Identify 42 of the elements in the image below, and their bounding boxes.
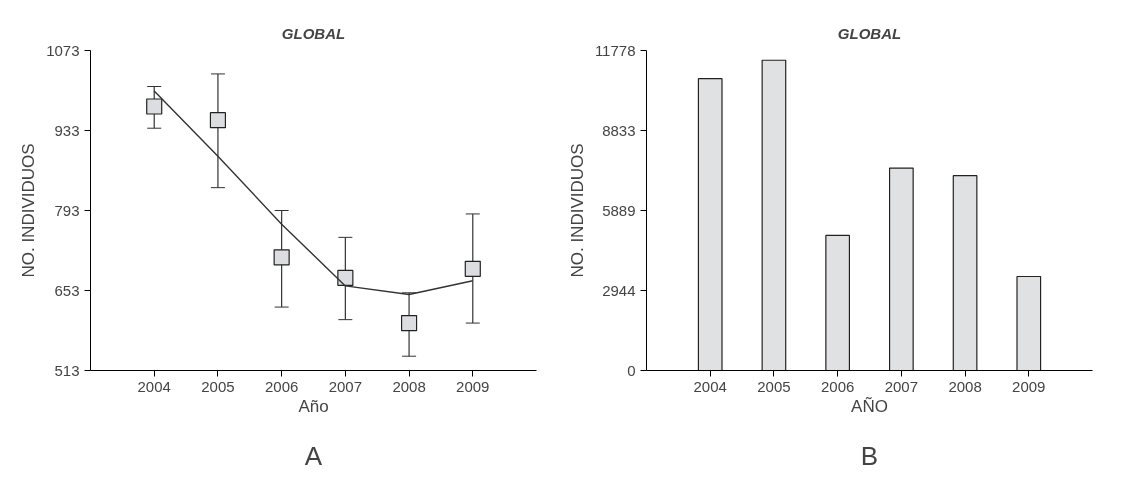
x-tick-label: 2006 <box>820 377 855 395</box>
chart-title: GLOBAL <box>281 24 346 42</box>
y-tick-label: 933 <box>54 121 80 139</box>
y-axis-title: NO. INDIVIDUOS <box>567 143 587 278</box>
bar <box>952 175 978 371</box>
bar <box>825 234 851 371</box>
text: B <box>860 440 879 471</box>
y-tick-label: 5889 <box>602 201 636 219</box>
x-tick-label: 2009 <box>456 377 490 395</box>
point <box>337 269 354 287</box>
x-axis-title: AÑO <box>851 396 888 416</box>
y-tick-label: 2944 <box>602 281 636 299</box>
point <box>400 314 418 332</box>
x-tick-label: 2007 <box>884 377 919 395</box>
y-tick-label: 653 <box>54 281 80 299</box>
y-tick-label: 11778 <box>594 41 636 59</box>
x-tick-label: 2006 <box>264 377 299 395</box>
y-tick-label: 793 <box>54 201 80 219</box>
y-tick-label: 1073 <box>46 41 80 59</box>
text: A <box>304 440 323 471</box>
bar <box>697 78 723 371</box>
y-tick-label: 8833 <box>602 121 636 139</box>
bar <box>1016 275 1042 371</box>
x-tick-label: 2008 <box>392 377 426 395</box>
point <box>209 112 227 129</box>
x-tick-label: 2009 <box>1012 377 1046 395</box>
x-tick-label: 2008 <box>948 377 982 395</box>
y-axis-title: NO. INDIVIDUOS <box>19 143 39 278</box>
y-tick-label: 513 <box>54 361 80 379</box>
point <box>273 249 290 266</box>
point <box>146 98 163 115</box>
bar <box>888 167 914 371</box>
y-tick-label: 0 <box>627 361 636 379</box>
x-tick-label: 2007 <box>328 377 363 395</box>
x-tick-label: 2004 <box>693 377 727 395</box>
x-tick-label: 2005 <box>757 377 791 395</box>
bar <box>761 59 787 371</box>
chart-title: GLOBAL <box>837 24 902 42</box>
x-tick-label: 2004 <box>137 377 171 395</box>
x-tick-label: 2005 <box>201 377 235 395</box>
point <box>464 260 481 277</box>
x-axis-title: Año <box>298 396 329 416</box>
